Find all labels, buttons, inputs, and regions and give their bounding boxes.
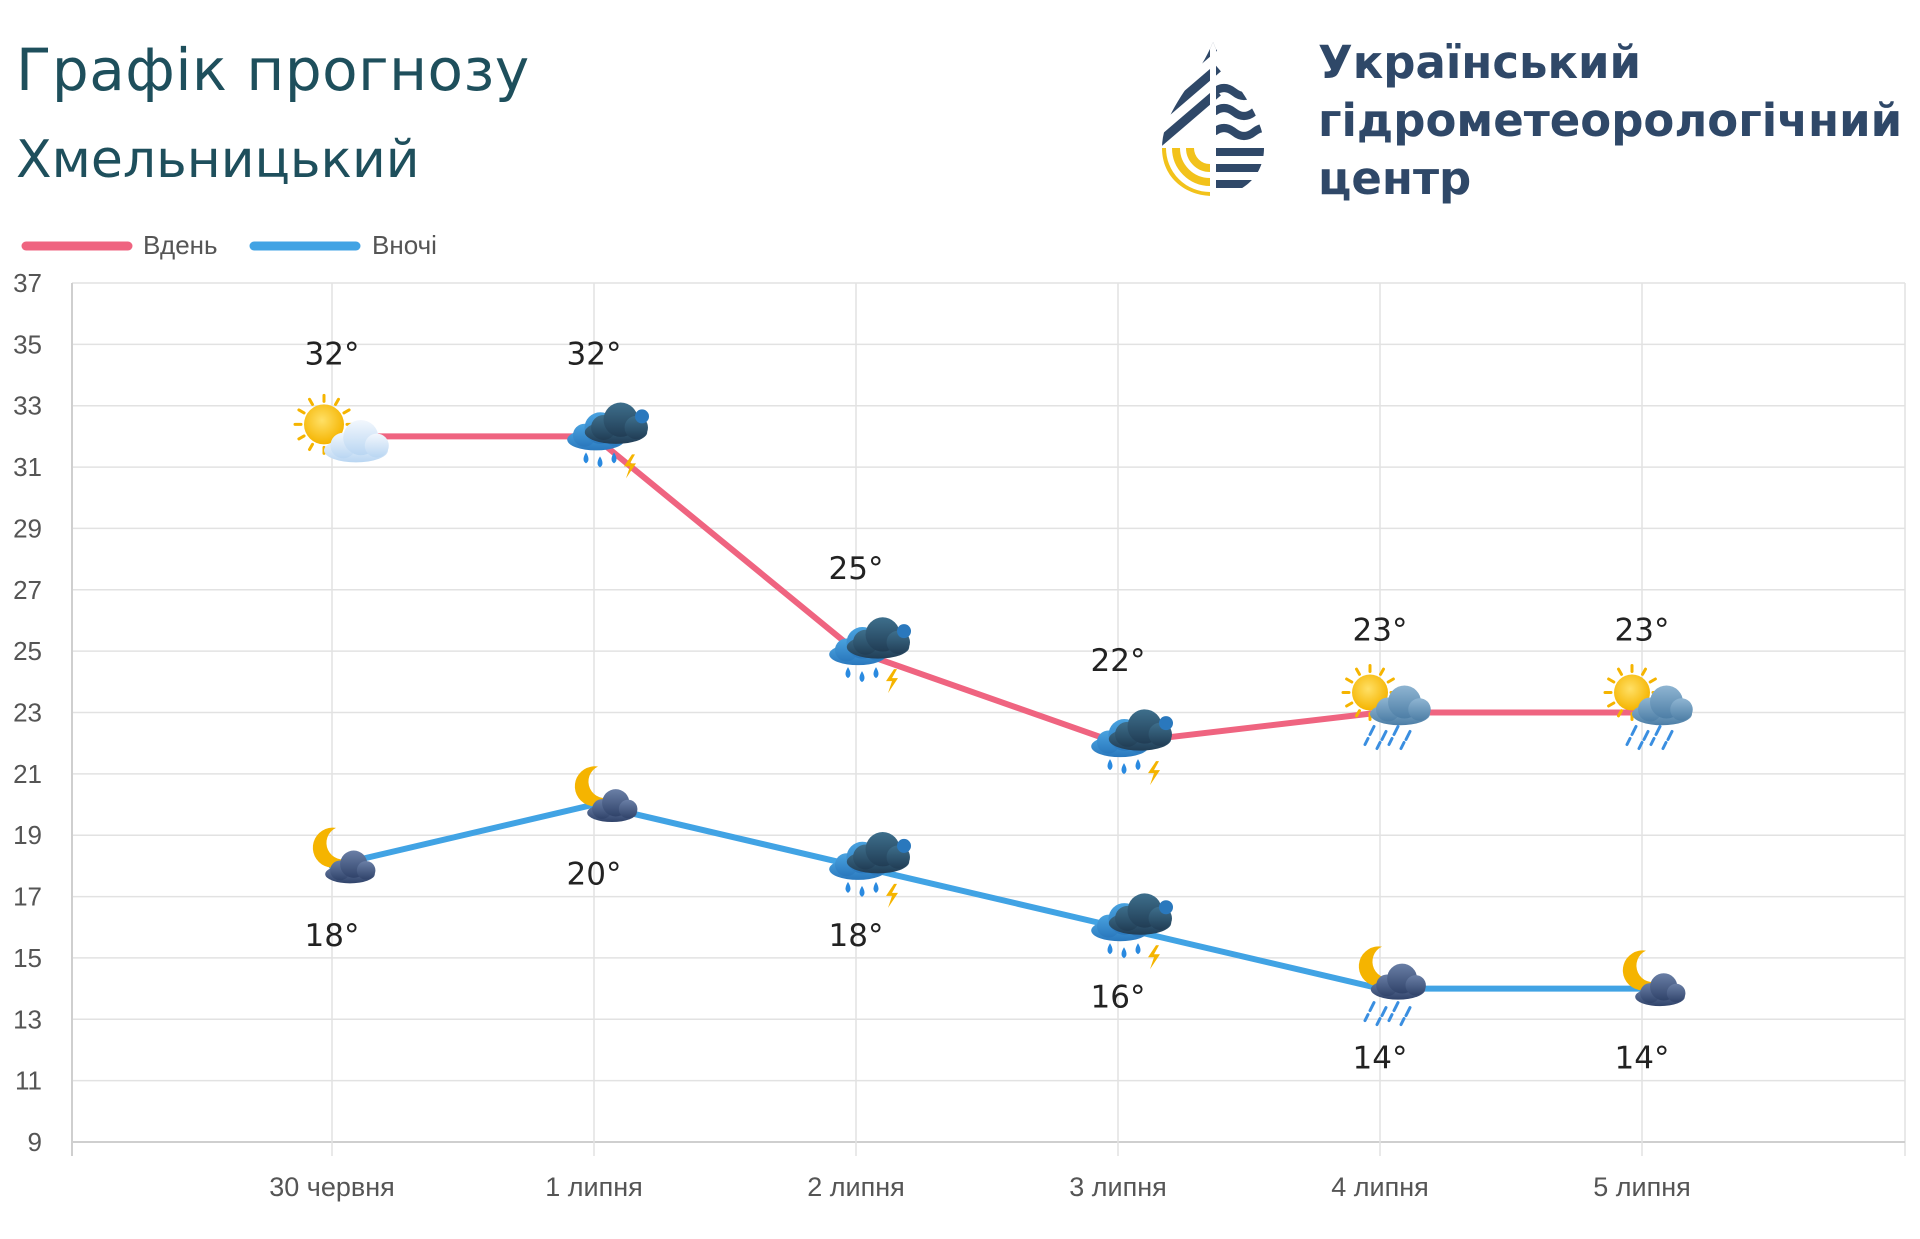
sun-cloud-rain-icon	[1341, 664, 1431, 750]
y-tick-label: 13	[13, 1004, 42, 1034]
x-axis-ticks: 30 червня 1 липня 2 липня 3 липня 4 липня 5 л…	[269, 1172, 1691, 1202]
y-tick-label: 23	[13, 698, 42, 728]
x-tick-label: 1 липня	[545, 1172, 643, 1202]
moon-cloud-rain-icon	[1358, 946, 1426, 1027]
chart-legend: Вдень Вночі	[21, 230, 437, 260]
chart-grid	[71, 282, 1906, 1156]
city-name: Хмельницький	[16, 130, 420, 190]
moon-cloud-icon	[1622, 950, 1686, 1007]
sun-cloud-rain-icon	[1603, 664, 1693, 750]
thunderstorm-icon	[829, 617, 911, 694]
y-tick-label: 11	[15, 1066, 42, 1096]
page-title: Графік прогнозу	[16, 36, 530, 104]
temp-label-day: 22°	[1091, 643, 1146, 679]
temperature-labels: 32° 32° 25° 22° 23° 23° 18° 20° 18° 16° 14° 14°	[305, 336, 1670, 1076]
ukrhydromet-logo-icon	[1162, 42, 1264, 196]
temp-label-night: 20°	[567, 857, 622, 893]
moon-cloud-icon	[574, 766, 638, 823]
moon-cloud-icon	[312, 827, 376, 884]
y-tick-label: 27	[13, 575, 42, 605]
temp-label-day: 23°	[1353, 613, 1408, 649]
legend-day-label[interactable]: Вдень	[143, 230, 218, 260]
temp-label-night: 18°	[305, 918, 360, 954]
y-tick-label: 35	[13, 329, 42, 359]
sun-cloud-icon	[293, 393, 389, 463]
temp-label-day: 25°	[829, 551, 884, 587]
logo-line-3: центр	[1318, 152, 1472, 205]
thunderstorm-icon	[567, 402, 649, 479]
x-tick-label: 2 липня	[807, 1172, 905, 1202]
thunderstorm-icon	[829, 832, 911, 908]
temp-label-night: 14°	[1615, 1041, 1670, 1077]
thunderstorm-icon	[1091, 709, 1173, 786]
y-tick-label: 19	[13, 820, 42, 850]
thunderstorm-icon	[1091, 893, 1173, 970]
y-tick-label: 37	[13, 268, 42, 298]
weather-icons	[293, 393, 1693, 1027]
temp-label-night: 16°	[1091, 979, 1146, 1015]
y-tick-label: 31	[13, 452, 42, 482]
legend-night-label[interactable]: Вночі	[372, 230, 437, 260]
temp-label-day: 23°	[1615, 613, 1670, 649]
y-tick-label: 17	[13, 882, 42, 912]
x-tick-label: 5 липня	[1593, 1172, 1691, 1202]
logo-line-2: гідрометеорологічний	[1318, 94, 1903, 147]
x-tick-label: 4 липня	[1331, 1172, 1429, 1202]
logo-text: Український гідрометеорологічний центр	[1318, 34, 1902, 208]
temp-label-night: 14°	[1353, 1041, 1408, 1077]
logo-line-1: Український	[1318, 36, 1642, 89]
y-tick-label: 29	[13, 513, 42, 543]
y-axis-ticks: 9 11 13 15 17 19 21 23 25 27 29 31 33 35 37	[13, 268, 42, 1157]
temp-label-day: 32°	[567, 336, 622, 372]
y-tick-label: 15	[13, 943, 42, 973]
y-tick-label: 33	[13, 391, 42, 421]
y-tick-label: 9	[28, 1127, 42, 1157]
temp-label-day: 32°	[305, 336, 360, 372]
temp-label-night: 18°	[829, 918, 884, 954]
x-tick-label: 3 липня	[1069, 1172, 1167, 1202]
x-tick-label: 30 червня	[269, 1172, 395, 1202]
y-tick-label: 25	[13, 636, 42, 666]
y-tick-label: 21	[13, 759, 42, 789]
